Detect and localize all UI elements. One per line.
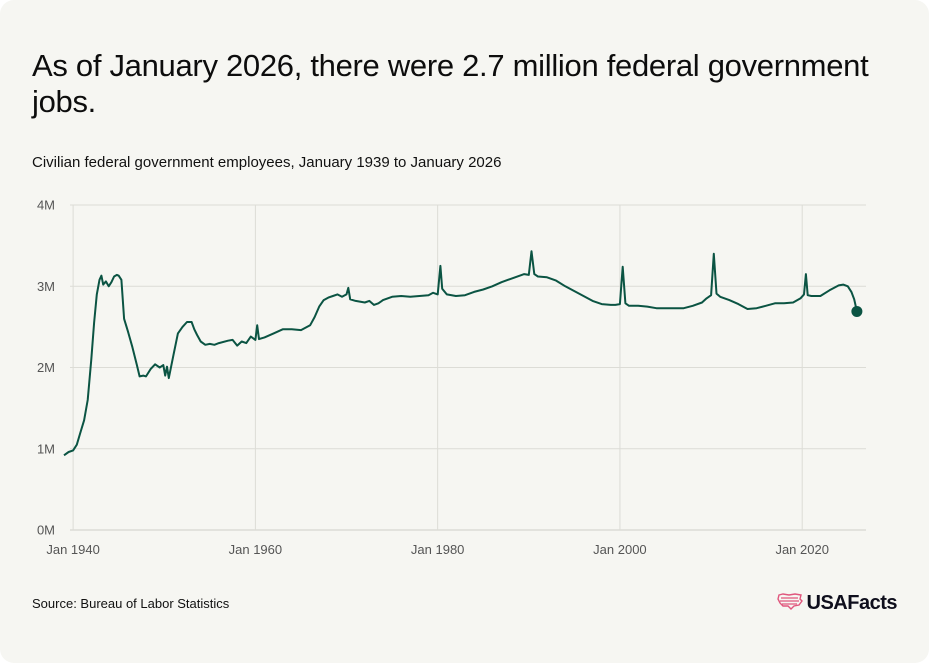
- chart-title: As of January 2026, there were 2.7 milli…: [32, 48, 869, 119]
- x-tick-label: Jan 2000: [593, 542, 647, 557]
- series-line: [63, 250, 858, 457]
- y-tick-label: 0M: [37, 523, 55, 538]
- y-tick-label: 3M: [37, 279, 55, 294]
- y-tick-label: 2M: [37, 360, 55, 375]
- x-axis-tick-labels: Jan 1940 Jan 1960 Jan 1980 Jan 2000 Jan 2020: [46, 542, 829, 557]
- last-point-marker: [851, 305, 863, 317]
- y-tick-label: 1M: [37, 441, 55, 456]
- y-tick-label: 4M: [37, 198, 55, 213]
- usa-map-flag-icon: [776, 592, 803, 615]
- x-tick-label: Jan 1980: [411, 542, 465, 557]
- horizontal-gridlines: [70, 204, 866, 531]
- brand-name: USAFacts: [806, 592, 898, 614]
- source-note: Source: Bureau of Labor Statistics: [32, 596, 230, 611]
- brand-logo[interactable]: USAFacts: [776, 592, 898, 615]
- y-axis-tick-labels: 0M 1M 2M 3M 4M: [37, 198, 55, 538]
- x-tick-label: Jan 2020: [775, 542, 829, 557]
- vertical-gridlines: [72, 205, 803, 530]
- x-tick-label: Jan 1940: [46, 542, 100, 557]
- chart-subtitle: Civilian federal government employees, J…: [32, 154, 502, 171]
- x-tick-label: Jan 1960: [229, 542, 283, 557]
